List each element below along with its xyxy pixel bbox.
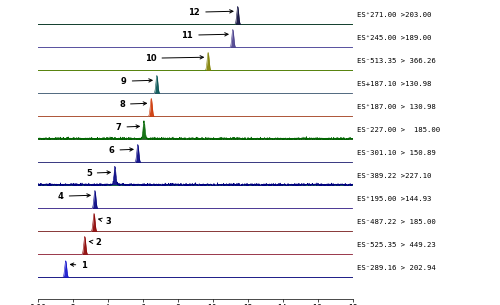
Text: ES⁻389.22 >227.10: ES⁻389.22 >227.10	[356, 173, 431, 178]
Text: ES⁺187.00 > 130.98: ES⁺187.00 > 130.98	[356, 104, 436, 109]
Text: 7: 7	[116, 123, 140, 132]
Text: 11: 11	[182, 31, 228, 40]
Text: 10: 10	[145, 54, 204, 63]
Text: ES⁺271.00 >203.00: ES⁺271.00 >203.00	[356, 12, 431, 18]
Text: 2: 2	[90, 238, 101, 247]
Text: ES⁺245.00 >189.00: ES⁺245.00 >189.00	[356, 34, 431, 41]
Text: ES⁻301.10 > 150.89: ES⁻301.10 > 150.89	[356, 149, 436, 156]
Text: 3: 3	[98, 217, 112, 226]
Text: ES+187.10 >130.98: ES+187.10 >130.98	[356, 81, 431, 87]
Text: ES⁻227.00 >  185.00: ES⁻227.00 > 185.00	[356, 127, 440, 133]
Text: 8: 8	[120, 100, 146, 109]
Text: ES⁻525.35 > 449.23: ES⁻525.35 > 449.23	[356, 242, 436, 248]
Text: 5: 5	[86, 169, 110, 178]
Text: ES⁻487.22 > 185.00: ES⁻487.22 > 185.00	[356, 219, 436, 224]
Text: 1: 1	[70, 261, 87, 270]
Text: 6: 6	[108, 146, 133, 155]
Text: ES⁻289.16 > 202.94: ES⁻289.16 > 202.94	[356, 264, 436, 271]
Text: ES⁻513.35 > 366.26: ES⁻513.35 > 366.26	[356, 58, 436, 63]
Text: 4: 4	[58, 192, 90, 201]
Text: 12: 12	[188, 8, 233, 17]
Text: 9: 9	[121, 77, 152, 86]
Text: ES⁺195.00 >144.93: ES⁺195.00 >144.93	[356, 196, 431, 202]
